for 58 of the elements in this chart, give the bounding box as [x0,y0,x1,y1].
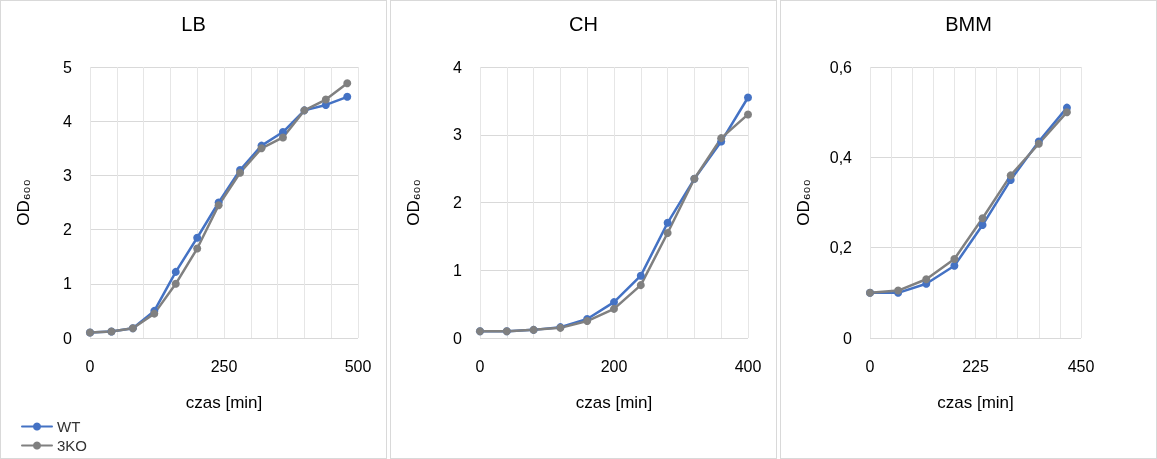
x-tick-label: 450 [1067,357,1095,375]
point [744,110,752,119]
y-tick-label: 2 [63,221,73,239]
point [950,254,959,263]
y-tick-label: 3 [453,126,463,144]
point [663,218,672,227]
x-axis-title: czas [min] [937,393,1014,412]
point [171,267,180,276]
point [744,93,752,102]
y-axis-title: OD₆₀₀ [794,179,813,226]
point [193,233,202,242]
x-tick-label: 225 [962,357,989,375]
x-tick-label: 0 [865,357,875,375]
y-tick-label: 0,4 [829,148,853,166]
y-tick-label: 4 [63,112,73,130]
y-axis-title: OD₆₀₀ [404,179,423,226]
point [193,244,202,253]
x-tick-label: 500 [344,357,372,375]
point [636,271,645,280]
point [978,214,987,223]
y-tick-label: 5 [63,58,73,76]
legend-label: 3KO [57,437,88,454]
y-tick-label: 4 [453,58,463,76]
legend-label: WT [57,418,81,435]
y-tick-label: 3 [63,166,73,184]
y-tick-label: 0,6 [829,58,853,76]
x-tick-label: 250 [210,357,238,375]
x-tick-label: 200 [600,357,628,375]
point [1006,171,1015,180]
x-tick-label: 0 [475,357,485,375]
chart-title: BMM [945,13,992,35]
chart-title: CH [569,13,598,35]
y-axis-title: OD₆₀₀ [14,179,33,226]
point [610,298,618,307]
y-tick-label: 2 [453,194,463,211]
point [950,261,959,270]
x-axis-title: czas [min] [185,393,263,412]
chart-title: LB [181,13,206,35]
y-tick-label: 0 [453,329,463,347]
point [278,133,287,142]
y-tick-label: 1 [453,261,463,279]
y-tick-label: 0,2 [829,239,853,257]
point [636,281,645,290]
point [1062,108,1071,117]
y-tick-label: 1 [63,275,73,293]
x-tick-label: 400 [734,357,762,375]
point [922,275,931,284]
x-axis-title: czas [min] [575,393,653,412]
y-tick-label: 0 [63,329,73,347]
point [343,92,352,101]
point [663,228,672,237]
point [171,279,180,288]
point [343,79,352,88]
point [610,304,618,313]
x-tick-label: 0 [85,357,95,375]
point [978,221,987,230]
y-tick-label: 0 [843,329,853,347]
point [321,95,330,104]
